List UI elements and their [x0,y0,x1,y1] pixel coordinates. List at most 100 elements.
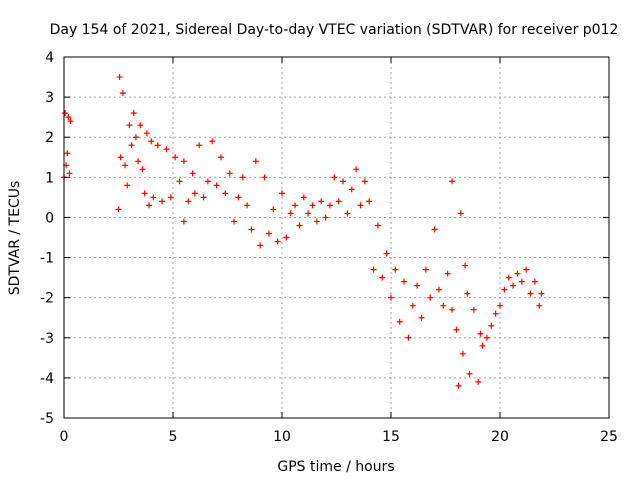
data-point [148,138,155,145]
x-tick-label: 15 [382,429,400,445]
data-point [318,198,325,205]
data-point [449,306,456,313]
data-point [383,250,390,257]
x-tick-label: 5 [169,429,178,445]
data-point [67,118,74,125]
data-point [453,326,460,333]
data-point [150,194,157,201]
y-tick-label: 2 [45,130,54,146]
data-point [466,370,473,377]
data-point [435,286,442,293]
data-point [189,170,196,177]
axis-ticks: 0 5 10 15 20 25 -5 -4 -3 -2 -1 0 1 2 3 4 [40,50,618,445]
data-point [283,234,290,241]
data-point [392,266,399,273]
data-point [331,174,338,181]
data-point [418,314,425,321]
data-point [287,210,294,217]
data-point [265,230,272,237]
data-point [527,290,534,297]
data-point [457,210,464,217]
data-point [370,266,377,273]
data-point [344,210,351,217]
data-point [200,194,207,201]
data-point [172,154,179,161]
data-point [492,310,499,317]
data-point [322,214,329,221]
data-point [335,198,342,205]
data-point [523,266,530,273]
data-point [326,202,333,209]
data-point [143,130,150,137]
data-point [180,218,187,225]
data-point [176,178,183,185]
data-point [449,178,456,185]
data-point [217,154,224,161]
data-point [479,342,486,349]
data-point [159,198,166,205]
y-tick-label: -4 [40,371,54,387]
data-point [222,190,229,197]
y-tick-label: 1 [45,170,54,186]
data-point [405,334,412,341]
data-point [274,238,281,245]
data-point [514,270,521,277]
data-point [209,138,216,145]
x-tick-label: 10 [273,429,291,445]
data-point [126,122,133,129]
data-point [154,142,161,149]
x-tick-label: 20 [491,429,509,445]
data-point [497,302,503,309]
data-point [64,150,71,157]
data-point [414,282,421,289]
data-point [401,278,408,285]
data-point [235,194,242,201]
data-point [135,158,142,165]
data-point [313,218,320,225]
data-point [196,142,203,149]
data-point [231,218,238,225]
data-point [444,270,451,277]
data-point [141,190,148,197]
data-point [130,110,137,117]
data-point [309,202,316,209]
data-point [213,182,220,189]
data-point [357,202,364,209]
data-point [300,194,307,201]
data-point [248,226,255,233]
data-point [455,382,462,389]
data-point [139,166,146,173]
data-point [163,146,170,153]
data-point [361,178,368,185]
data-point [261,174,268,181]
data-point [538,290,545,297]
data-point [422,266,429,273]
y-tick-label: -2 [40,291,54,307]
data-point [388,294,394,301]
y-axis-label: SDTVAR / TECUs [7,181,23,296]
data-point [292,202,299,209]
data-point [379,274,386,281]
data-point [115,206,122,213]
data-point [204,178,211,185]
data-point [366,198,373,205]
y-tick-label: 4 [45,50,54,66]
data-point [470,306,477,313]
y-tick-label: 0 [45,210,54,226]
data-point [185,198,192,205]
data-point [505,274,512,281]
data-point [146,202,153,209]
data-point [340,178,347,185]
data-point [431,226,438,233]
chart-title: Day 154 of 2021, Sidereal Day-to-day VTE… [50,22,619,38]
data-point [257,242,264,249]
y-tick-label: -3 [40,331,54,347]
data-point [409,302,416,309]
data-point [348,186,355,193]
data-point [279,190,285,197]
data-point [536,302,543,309]
x-tick-label: 0 [60,429,69,445]
data-point [305,210,312,217]
data-point [483,334,490,341]
